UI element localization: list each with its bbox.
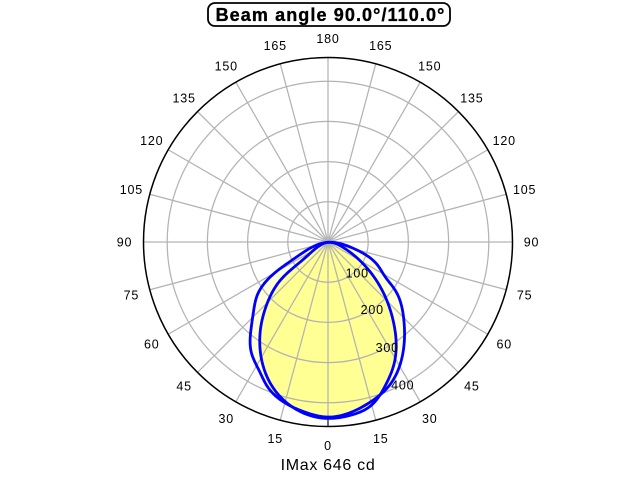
svg-text:15: 15 bbox=[268, 432, 284, 446]
svg-text:75: 75 bbox=[517, 288, 533, 302]
svg-text:60: 60 bbox=[496, 337, 512, 351]
svg-text:300: 300 bbox=[376, 341, 399, 355]
svg-text:90: 90 bbox=[524, 236, 540, 250]
svg-text:400: 400 bbox=[391, 378, 414, 392]
svg-text:75: 75 bbox=[124, 288, 140, 302]
svg-text:180: 180 bbox=[316, 32, 339, 46]
svg-text:0: 0 bbox=[324, 439, 332, 453]
svg-text:45: 45 bbox=[464, 380, 480, 394]
svg-text:15: 15 bbox=[373, 432, 389, 446]
svg-text:105: 105 bbox=[513, 183, 536, 197]
svg-text:30: 30 bbox=[218, 412, 234, 426]
svg-text:100: 100 bbox=[346, 266, 369, 280]
svg-text:150: 150 bbox=[418, 59, 441, 73]
svg-text:165: 165 bbox=[369, 39, 392, 53]
svg-text:90: 90 bbox=[117, 236, 133, 250]
svg-text:135: 135 bbox=[460, 92, 483, 106]
svg-text:200: 200 bbox=[361, 303, 384, 317]
svg-text:120: 120 bbox=[493, 134, 516, 148]
svg-text:135: 135 bbox=[172, 92, 195, 106]
svg-text:105: 105 bbox=[120, 183, 143, 197]
svg-text:IMax 646 cd: IMax 646 cd bbox=[281, 457, 376, 474]
svg-text:45: 45 bbox=[176, 380, 192, 394]
svg-text:Beam angle 90.0°/110.0°: Beam angle 90.0°/110.0° bbox=[216, 5, 446, 25]
svg-text:30: 30 bbox=[422, 412, 438, 426]
svg-text:150: 150 bbox=[215, 59, 238, 73]
svg-text:120: 120 bbox=[140, 134, 163, 148]
svg-text:60: 60 bbox=[144, 337, 160, 351]
svg-text:165: 165 bbox=[264, 39, 287, 53]
